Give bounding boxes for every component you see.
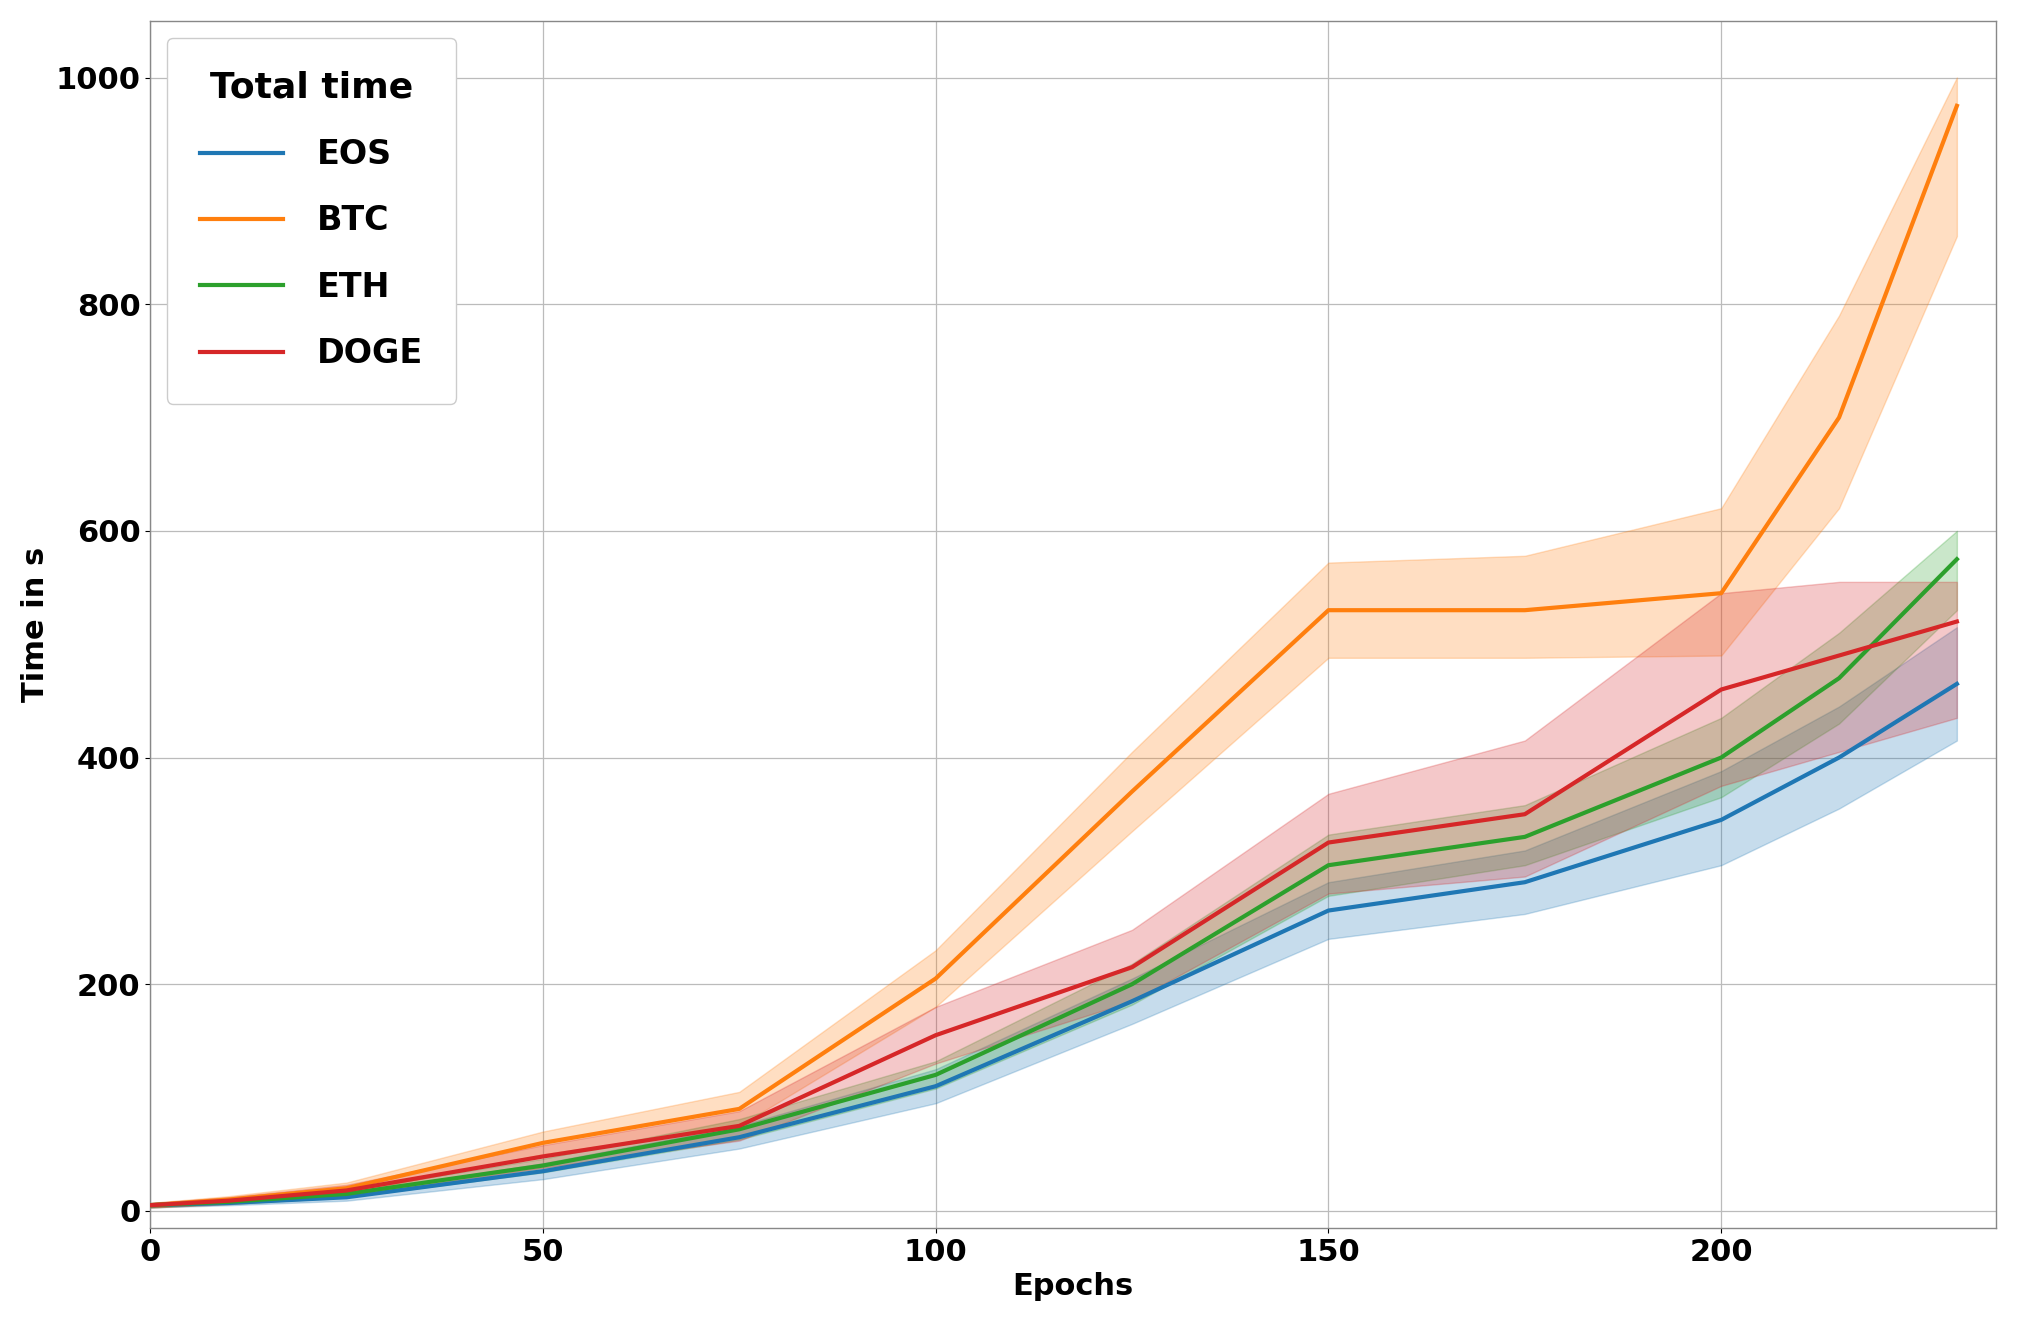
ETH: [1317, 857, 1341, 873]
BTC: [1944, 98, 1969, 114]
Legend: EOS, BTC, ETH, DOGE: EOS, BTC, ETH, DOGE: [167, 37, 456, 403]
EOS: [530, 1163, 555, 1179]
EOS: [924, 1079, 948, 1095]
ETH: [1827, 670, 1852, 686]
ETH: [137, 1198, 161, 1214]
DOGE: [137, 1198, 161, 1214]
EOS: [728, 1129, 752, 1145]
DOGE: [335, 1183, 359, 1199]
EOS: [137, 1198, 161, 1214]
BTC: [1119, 784, 1144, 800]
Line: ETH: ETH: [149, 559, 1956, 1206]
DOGE: [924, 1027, 948, 1043]
ETH: [1708, 750, 1733, 765]
ETH: [335, 1186, 359, 1202]
BTC: [1317, 603, 1341, 619]
ETH: [1944, 551, 1969, 567]
DOGE: [216, 1192, 240, 1208]
BTC: [924, 970, 948, 986]
EOS: [216, 1195, 240, 1211]
DOGE: [530, 1149, 555, 1165]
EOS: [1827, 750, 1852, 765]
BTC: [216, 1191, 240, 1207]
BTC: [335, 1181, 359, 1196]
BTC: [530, 1136, 555, 1151]
ETH: [530, 1158, 555, 1174]
ETH: [728, 1121, 752, 1137]
DOGE: [1944, 613, 1969, 629]
DOGE: [728, 1118, 752, 1134]
ETH: [924, 1067, 948, 1083]
Line: BTC: BTC: [149, 106, 1956, 1206]
DOGE: [1119, 960, 1144, 976]
EOS: [335, 1190, 359, 1206]
Y-axis label: Time in s: Time in s: [20, 547, 50, 702]
Line: EOS: EOS: [149, 683, 1956, 1206]
DOGE: [1827, 648, 1852, 664]
EOS: [1944, 676, 1969, 691]
EOS: [1513, 874, 1537, 890]
BTC: [1827, 410, 1852, 426]
ETH: [216, 1194, 240, 1210]
EOS: [1708, 812, 1733, 828]
DOGE: [1513, 806, 1537, 822]
X-axis label: Epochs: Epochs: [1013, 1272, 1134, 1301]
BTC: [1708, 586, 1733, 602]
BTC: [137, 1198, 161, 1214]
BTC: [728, 1101, 752, 1117]
DOGE: [1708, 682, 1733, 698]
EOS: [1119, 993, 1144, 1009]
BTC: [1513, 603, 1537, 619]
ETH: [1119, 976, 1144, 992]
ETH: [1513, 829, 1537, 845]
Line: DOGE: DOGE: [149, 621, 1956, 1206]
EOS: [1317, 903, 1341, 919]
DOGE: [1317, 834, 1341, 850]
